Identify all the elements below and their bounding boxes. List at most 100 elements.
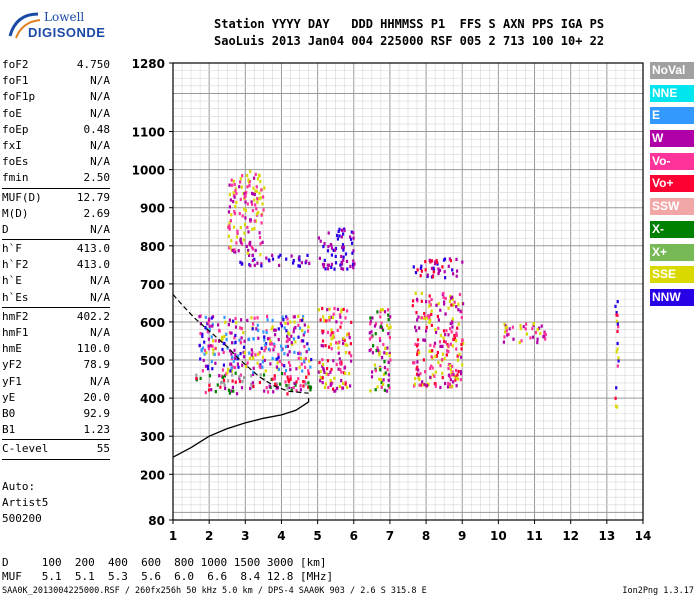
echo-point [280,324,283,328]
echo-point [317,308,320,312]
echo-point [380,321,383,325]
echo-point [212,352,215,356]
echo-point [441,265,444,269]
echo-point [343,338,346,342]
auto-code: 500200 [2,512,42,525]
auto-label: Auto: [2,480,36,493]
echo-point [234,316,237,321]
echo-point [414,376,417,381]
echo-point [229,362,232,366]
echo-point [381,355,384,360]
echo-point [217,323,220,327]
echo-point [218,339,221,343]
echo-point [228,246,231,250]
param-row: foEp 0.48 [2,122,110,138]
echo-point [387,378,390,382]
echo-point [250,382,253,386]
echo-point [368,348,371,353]
echo-point [307,325,310,329]
echo-point [199,332,202,336]
echo-point [228,391,231,395]
param-label: h`Es [2,290,29,304]
param-row: B0 92.9 [2,406,110,422]
echo-point [224,386,227,390]
echo-point [429,318,432,323]
echo-point [434,327,437,332]
echo-point [235,235,239,239]
echo-point [430,355,433,359]
echo-point [444,333,447,337]
echo-point [202,358,205,362]
echo-point [536,328,539,332]
echo-point [292,261,295,265]
echo-point [239,241,243,245]
echo-point [246,361,249,365]
echo-point [449,342,452,346]
muf-row: MUF 5.1 5.1 5.3 5.6 6.0 6.6 8.4 12.8 [MH… [2,570,334,583]
echo-point [387,332,390,336]
param-label: D [2,222,9,236]
echo-point [330,337,333,341]
echo-point [458,352,461,356]
echo-point [283,352,286,356]
echo-point [378,350,381,355]
echo-point [415,367,418,371]
echo-point [227,234,230,238]
echo-point [330,330,333,335]
echo-point [381,328,385,332]
echo-point [387,384,390,388]
echo-point [429,303,432,307]
echo-point [442,291,445,295]
echo-point [252,322,255,326]
echo-point [211,367,214,371]
echo-point [228,388,231,392]
param-value: N/A [90,155,110,169]
echo-point [243,339,246,343]
echo-point [223,378,226,382]
echo-point [382,342,385,347]
echo-point [450,330,453,334]
echo-point [241,174,244,178]
echo-point [268,336,271,340]
echo-point [437,272,440,276]
echo-point [416,318,419,322]
echo-point [206,364,209,368]
x-tick-label: 10 [490,529,507,543]
echo-point [459,378,462,382]
echo-point [439,364,442,368]
echo-point [434,370,437,374]
echo-point [320,343,323,348]
echo-point [414,291,417,295]
echo-point [292,386,295,390]
echo-point [242,345,246,349]
echo-point [243,231,246,235]
echo-point [309,365,312,369]
echo-point [336,307,339,311]
echo-point [538,326,541,330]
echo-point [421,380,424,384]
echo-point [321,344,324,348]
echo-point [251,191,254,195]
echo-point [239,352,242,356]
x-tick-label: 4 [277,529,285,543]
echo-point [307,369,310,373]
echo-point [216,383,219,387]
echo-point [334,248,337,252]
echo-point [368,331,371,335]
echo-point [389,315,392,319]
echo-point [271,325,274,329]
echo-point [330,328,333,332]
param-row: foF2 4.750 [2,57,110,73]
echo-point [437,360,440,365]
echo-point [342,371,346,375]
param-row: hmF1 N/A [2,325,110,341]
echo-point [233,195,236,199]
echo-point [324,344,327,348]
echo-point [427,314,430,318]
echo-point [341,386,344,390]
y-tick-label: 1280 [132,57,165,71]
echo-point [370,330,373,334]
echo-point [286,344,289,348]
echo-point [304,382,307,386]
echo-point [342,245,345,249]
